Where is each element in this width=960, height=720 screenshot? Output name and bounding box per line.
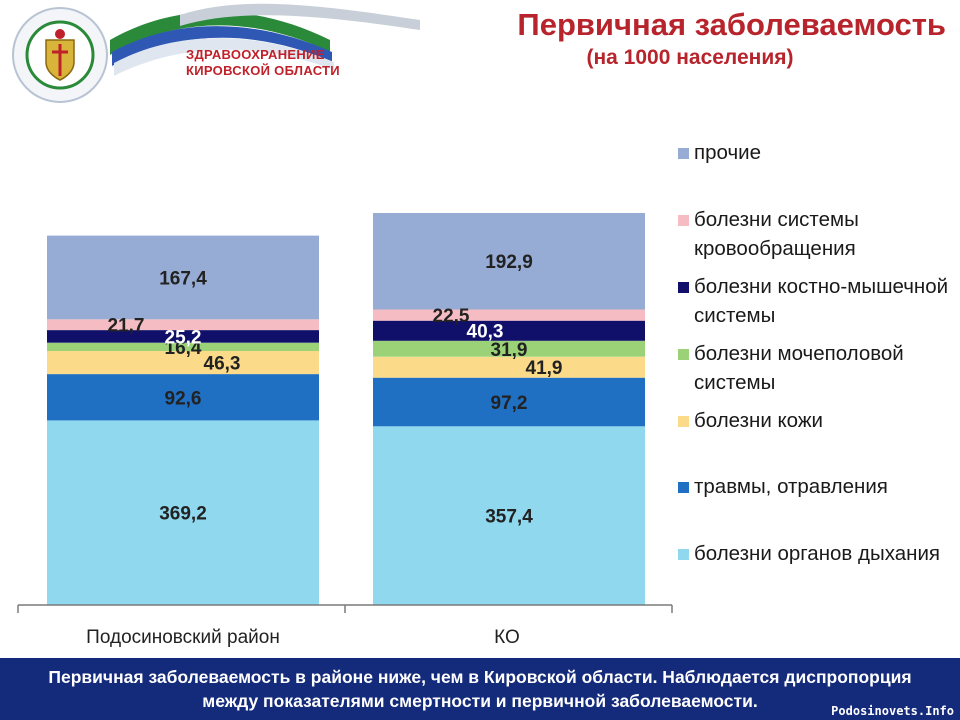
x-axis-category-label: Подосиновский район [86,627,280,648]
health-department-logo [12,3,420,103]
legend-swatch [678,416,689,427]
page-title: Первичная заболеваемость [517,7,946,42]
legend-label: болезни органов дыхания [694,542,940,565]
legend-label: болезни мочеполовой системы [694,342,904,394]
bar-segment-1-cat-1 [47,420,319,605]
legend-swatch [678,349,689,360]
value-label: 31,9 [491,340,528,361]
legend-label: травмы, отравления [694,475,888,498]
coat-of-arms-emblem [12,7,108,103]
bar-segment-4-cat-2 [373,340,645,357]
bar-segment-3-cat-2 [373,356,645,378]
logo-text-line1: ЗДРАВООХРАНЕНИЕ [186,47,325,62]
value-label: 22,5 [433,306,470,327]
value-label: 16,4 [165,338,202,359]
value-label: 21,7 [108,316,145,337]
value-label: 92,6 [165,388,202,409]
legend-swatch [678,282,689,293]
chart-x-axis: Подосиновский район КО [17,604,673,648]
value-label: 25,2 [165,327,202,348]
value-label: 192,9 [485,252,533,273]
value-label: 97,2 [491,393,528,414]
bar-segment-1-cat-2 [373,426,645,605]
bar-segment-5-cat-2 [373,320,645,341]
chart-bars: 369,2 92,646,316,425,2 21,7 167,4 357,4 97,2 4… [47,213,645,605]
legend-swatch [678,215,689,226]
bar-segment-7-cat-2 [373,213,645,310]
legend-label: болезни системы кровообращения [694,208,859,260]
bar-segment-6-cat-2 [373,309,645,321]
bar-segment-7-cat-1 [47,235,319,320]
bar-segment-4-cat-1 [47,342,319,351]
value-label: 41,9 [526,358,563,379]
bar-segment-2-cat-2 [373,377,645,427]
bar-segment-2-cat-1 [47,374,319,421]
legend-label: прочие [694,141,761,164]
site-watermark: Podosinovets.Info [831,704,954,718]
ribbon-decoration [110,3,420,76]
value-label: 46,3 [204,354,241,375]
value-label: 369,2 [159,504,207,525]
bar-segment-6-cat-1 [47,319,319,331]
bar-segment-3-cat-1 [47,351,319,375]
bar-segment-5-cat-1 [47,330,319,343]
legend-label: болезни костно-мышечной системы [694,275,949,327]
legend-swatch [678,482,689,493]
page-subtitle: (на 1000 населения) [586,46,794,69]
footer-conclusion-text: Первичная заболеваемость в районе ниже, … [48,667,912,711]
legend-label: болезни кожи [694,409,824,432]
value-label: 40,3 [467,322,504,343]
value-label: 357,4 [485,507,533,528]
footer-banner: Первичная заболеваемость в районе ниже, … [0,658,960,720]
x-axis-category-label: КО [494,627,520,648]
logo-text-line2: КИРОВСКОЙ ОБЛАСТИ [186,63,340,78]
legend-swatch [678,549,689,560]
value-label: 167,4 [159,268,207,289]
legend-swatch [678,148,689,159]
